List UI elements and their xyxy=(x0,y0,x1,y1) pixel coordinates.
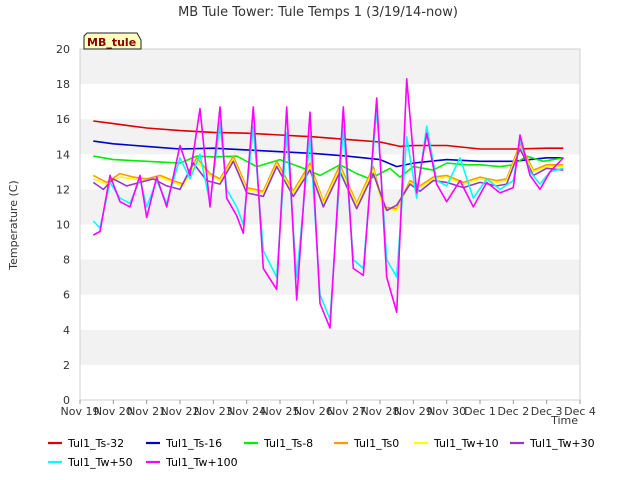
x-tick-label: Nov 26 xyxy=(294,405,333,418)
x-tick-label: Nov 29 xyxy=(394,405,433,418)
y-tick-label: 6 xyxy=(63,289,70,302)
y-tick-label: 20 xyxy=(56,43,70,56)
series-line-tul1-tw-100 xyxy=(92,78,564,329)
grid-bands xyxy=(80,49,580,400)
legend-label: Tul1_Ts-8 xyxy=(263,437,313,450)
y-tick-label: 2 xyxy=(63,359,70,372)
x-tick-label: Dec 3 xyxy=(531,405,563,418)
y-axis-label: Temperature (C) xyxy=(7,180,20,270)
y-tick-label: 16 xyxy=(56,113,70,126)
x-tick-label: Dec 4 xyxy=(564,405,596,418)
grid-band xyxy=(80,329,580,365)
legend-label: Tul1_Tw+100 xyxy=(165,456,238,469)
y-tick-label: 12 xyxy=(56,183,70,196)
grid-band xyxy=(80,84,580,120)
y-tick-label: 8 xyxy=(63,254,70,267)
y-tick-label: 18 xyxy=(56,78,70,91)
x-tick-label: Nov 23 xyxy=(194,405,233,418)
x-tick-label: Nov 28 xyxy=(361,405,400,418)
legend-label: Tul1_Ts-16 xyxy=(165,437,222,450)
x-tick-label: Nov 27 xyxy=(327,405,366,418)
badge-label: MB_tule xyxy=(87,36,136,49)
legend-label: Tul1_Ts-32 xyxy=(67,437,124,450)
series-layer xyxy=(92,78,564,329)
y-tick-label: 4 xyxy=(63,324,70,337)
y-tick-label: 14 xyxy=(56,148,70,161)
x-tick-label: Nov 21 xyxy=(127,405,166,418)
x-tick-label: Dec 2 xyxy=(497,405,529,418)
x-tick-label: Nov 22 xyxy=(161,405,200,418)
x-tick-label: Nov 25 xyxy=(261,405,300,418)
x-tick-label: Nov 24 xyxy=(227,405,266,418)
series-line-tul1-ts-32 xyxy=(93,120,564,150)
x-axis-label: Time xyxy=(550,414,578,427)
x-tick-label: Nov 20 xyxy=(94,405,133,418)
plot-frame xyxy=(79,48,581,401)
x-tick-label: Dec 1 xyxy=(464,405,496,418)
legend-label: Tul1_Ts0 xyxy=(353,437,399,450)
legend-label: Tul1_Tw+10 xyxy=(433,437,499,450)
chart-title: MB Tule Tower: Tule Temps 1 (3/19/14-now… xyxy=(178,5,458,20)
y-axis-ticks: 0 2 4 6 8 10 12 14 16 18 20 xyxy=(56,43,70,407)
y-tick-label: 0 xyxy=(63,394,70,407)
legend: Tul1_Ts-32 Tul1_Ts-16 Tul1_Ts-8 Tul1_Ts0 Tul… xyxy=(48,437,595,469)
grid-band xyxy=(80,49,580,85)
grid-band xyxy=(80,224,580,260)
legend-label: Tul1_Tw+50 xyxy=(67,456,133,469)
legend-label: Tul1_Tw+30 xyxy=(529,437,595,450)
x-tick-label: Nov 30 xyxy=(427,405,466,418)
grid-band xyxy=(80,364,580,400)
x-tick-label: Nov 19 xyxy=(61,405,100,418)
station-badge: MB_tule xyxy=(83,32,142,50)
y-tick-label: 10 xyxy=(56,219,70,232)
grid-band xyxy=(80,259,580,295)
